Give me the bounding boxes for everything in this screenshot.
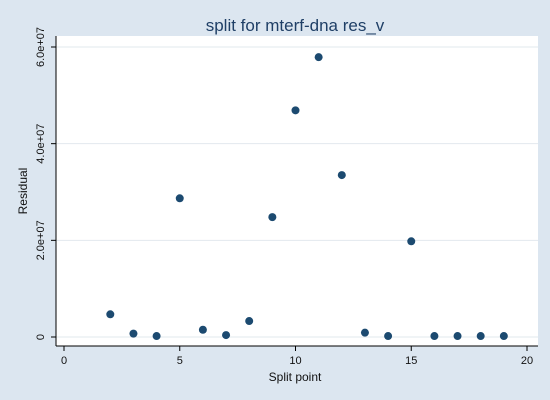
data-point (152, 332, 161, 341)
data-point (314, 53, 323, 62)
data-point (384, 332, 393, 341)
y-tick-label: 0 (35, 334, 47, 340)
x-tick-label: 5 (177, 355, 183, 367)
data-point (222, 331, 231, 340)
data-point (360, 328, 369, 337)
data-point (430, 332, 439, 341)
plot-area (56, 36, 538, 346)
x-tick-label: 0 (61, 355, 67, 367)
y-tick-label: 6.0e+07 (35, 27, 47, 67)
x-axis-title: Split point (269, 370, 322, 384)
data-point (175, 194, 184, 203)
y-tick-label: 4.0e+07 (35, 124, 47, 164)
chart-title: split for mterf-dna res_v (206, 16, 385, 35)
data-point (499, 332, 508, 341)
data-point (453, 332, 462, 341)
data-point (198, 325, 207, 334)
data-point (291, 106, 300, 115)
data-point (245, 317, 254, 326)
y-axis-title: Residual (16, 168, 30, 215)
x-tick-label: 20 (521, 355, 533, 367)
data-point (407, 237, 416, 246)
data-point (337, 171, 346, 180)
y-tick-label: 2.0e+07 (35, 220, 47, 260)
x-tick-label: 15 (405, 355, 417, 367)
y-axis-ticks: 0 2.0e+07 4.0e+07 6.0e+07 (35, 27, 56, 340)
data-points (106, 53, 508, 341)
data-point (476, 332, 485, 341)
data-point (106, 310, 115, 319)
x-tick-label: 10 (289, 355, 301, 367)
x-axis-ticks: 0 5 10 15 20 (61, 346, 533, 367)
data-point (129, 329, 138, 338)
data-point (268, 213, 277, 222)
